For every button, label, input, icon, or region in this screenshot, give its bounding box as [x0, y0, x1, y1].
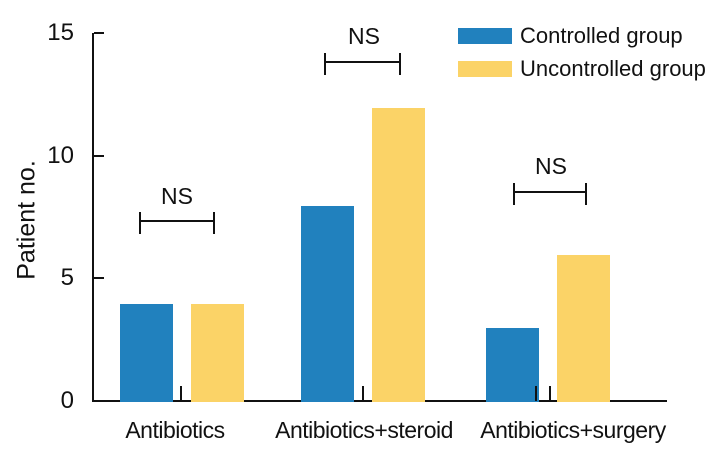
ns-label: NS [535, 153, 567, 179]
legend-swatch-controlled-group [458, 28, 512, 44]
x-tick [535, 386, 537, 401]
ns-bracket-cap-right [585, 183, 587, 205]
bar-controlled-2 [486, 328, 539, 402]
ns-label: NS [161, 183, 193, 209]
y-tick [94, 277, 104, 280]
ns-bracket-cap-left [324, 53, 326, 75]
x-tick [362, 386, 364, 401]
y-axis-line [92, 33, 94, 402]
x-tick [180, 386, 182, 401]
ns-bracket-line [139, 220, 215, 222]
ns-bracket-cap-right [399, 53, 401, 75]
ns-bracket-cap-right [213, 212, 215, 234]
x-category-label: Antibiotics+surgery [480, 417, 666, 443]
bar-uncontrolled-1 [372, 108, 425, 402]
bar-uncontrolled-2 [557, 255, 610, 402]
ns-bracket-cap-left [139, 212, 141, 234]
bar-uncontrolled-0 [191, 304, 244, 402]
legend-label-uncontrolled-group: Uncontrolled group [520, 56, 706, 81]
ns-bracket-cap-left [513, 183, 515, 205]
legend-swatch-uncontrolled-group [458, 61, 512, 77]
y-tick-label: 10 [47, 141, 74, 169]
x-tick [549, 386, 551, 401]
y-tick [94, 32, 104, 35]
y-tick-label: 5 [60, 264, 74, 292]
y-tick [94, 154, 104, 157]
x-category-label: Antibiotics+steroid [275, 417, 453, 443]
ns-bracket-line [324, 61, 401, 63]
ns-label: NS [348, 23, 380, 49]
legend-label-controlled-group: Controlled group [520, 23, 683, 48]
y-axis-title: Patient no. [12, 160, 41, 280]
bar-controlled-1 [301, 206, 354, 402]
y-tick-label: 15 [47, 19, 74, 47]
ns-bracket-line [513, 191, 587, 193]
y-tick-label: 0 [60, 387, 74, 414]
x-category-label: Antibiotics [125, 417, 225, 443]
bar-controlled-0 [120, 304, 173, 402]
